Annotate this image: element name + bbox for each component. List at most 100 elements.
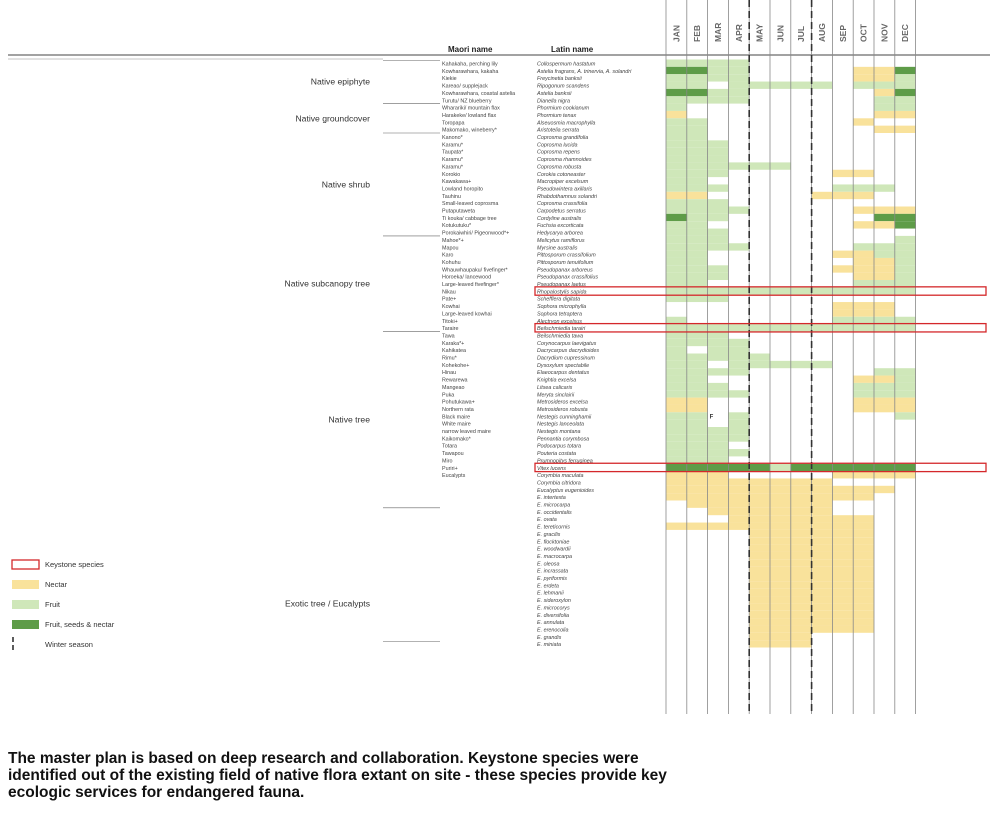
cell-nov [874, 302, 895, 310]
cell-feb [686, 257, 708, 266]
latin-name: Meryta sinclairii [537, 392, 575, 398]
maori-name: Rimu* [442, 356, 458, 362]
cell-feb [686, 250, 708, 258]
maori-name: Nikau [442, 289, 456, 295]
cell-may [749, 485, 770, 494]
cell-jan [666, 353, 687, 361]
cell-dec [894, 404, 916, 413]
latin-name: Cordyline australis [537, 216, 582, 222]
cell-jan [666, 228, 687, 236]
cell-jan [666, 265, 687, 273]
cell-mar [707, 463, 729, 472]
cell-apr [728, 515, 750, 523]
cell-dec [894, 88, 916, 97]
cell-feb [686, 206, 708, 214]
cell-aug [811, 625, 833, 633]
latin-name: Alseuosmia macrophylla [536, 120, 595, 126]
latin-name: E. macrocarpa [537, 554, 572, 560]
cell-feb [686, 485, 708, 494]
cell-oct [853, 610, 874, 619]
cell-feb [686, 324, 708, 332]
latin-name: Melicytus ramiflorus [537, 238, 585, 244]
cell-feb [686, 140, 708, 148]
cell-mar [707, 66, 729, 75]
cell-dec [894, 368, 916, 376]
latin-name: Sophora microphylla [537, 304, 586, 310]
cell-feb [686, 125, 708, 133]
latin-name: E. erenocolia [537, 627, 568, 633]
group-label: Native epiphyte [311, 77, 370, 87]
cell-jun [770, 522, 791, 530]
cell-oct [853, 625, 874, 633]
latin-name: Macropiper excelsum [537, 179, 589, 185]
maori-name: Korokio [442, 172, 460, 178]
latin-name: Coprosma rhamnoides [537, 157, 592, 163]
cell-may [749, 463, 770, 472]
cell-jan [666, 103, 687, 111]
cell-dec [894, 96, 916, 104]
cell-sep [832, 471, 854, 479]
maori-name: Mangeao [442, 385, 464, 391]
cell-sep [832, 588, 854, 597]
cell-feb [686, 162, 708, 170]
cell-nov [874, 287, 895, 295]
cell-oct [853, 184, 874, 192]
cell-jan [666, 331, 687, 339]
latin-name: E. tereticornis [537, 525, 570, 531]
latin-name: Schefflera digitata [537, 297, 580, 303]
cell-sep [832, 250, 854, 258]
cell-nov [874, 272, 895, 280]
cell-jan [666, 81, 687, 89]
latin-name: Pseudowintera axillaris [537, 186, 592, 192]
cell-mar [707, 324, 729, 332]
cell-jul [790, 574, 812, 582]
cell-jan [666, 419, 687, 427]
cell-jul [790, 485, 812, 494]
maori-name: narrow leaved maire [442, 429, 491, 435]
cell-jul [790, 529, 812, 538]
cell-jan [666, 471, 687, 479]
cell-may [749, 500, 770, 508]
maori-name: Kanono* [442, 135, 464, 141]
cell-mar [707, 169, 729, 178]
cell-aug [811, 324, 833, 332]
cell-nov [874, 368, 895, 376]
latin-name: Coprosma crassifolia [537, 201, 587, 207]
cell-aug [811, 463, 833, 472]
cell-nov [874, 110, 895, 119]
cell-jan [666, 221, 687, 229]
cell-jul [790, 463, 812, 472]
cell-nov [874, 404, 895, 413]
cell-aug [811, 360, 833, 369]
month-label-apr: APR [734, 24, 744, 42]
cell-jan [666, 162, 687, 170]
cell-jan [666, 346, 687, 354]
cell-oct [853, 324, 874, 332]
latin-name: Phormium tenax [537, 113, 577, 119]
cell-jan [666, 59, 687, 67]
cell-jan [666, 133, 687, 141]
cell-mar [707, 485, 729, 494]
maori-name: Toropapa [442, 120, 464, 126]
month-label-may: MAY [755, 24, 765, 42]
cell-mar [707, 493, 729, 501]
latin-name: Corymbia maculata [537, 473, 583, 479]
legend-label-keystone: Keystone species [45, 560, 104, 569]
cell-jan [666, 250, 687, 258]
cell-mar [707, 294, 729, 303]
maori-name: Puka [442, 392, 454, 398]
maori-name: Karamu* [442, 142, 464, 148]
cell-apr [728, 427, 750, 435]
cell-jun [770, 566, 791, 574]
cell-may [749, 360, 770, 369]
cell-nov [874, 471, 895, 479]
maori-name: Kiekie [442, 76, 457, 82]
cell-jul [790, 632, 812, 641]
cell-feb [686, 456, 708, 464]
cell-feb [686, 368, 708, 376]
latin-name: E. erdeta [537, 583, 559, 589]
cell-may [749, 632, 770, 641]
cell-dec [894, 280, 916, 288]
maori-name-header: Maori name [448, 45, 493, 54]
cell-jan [666, 243, 687, 251]
